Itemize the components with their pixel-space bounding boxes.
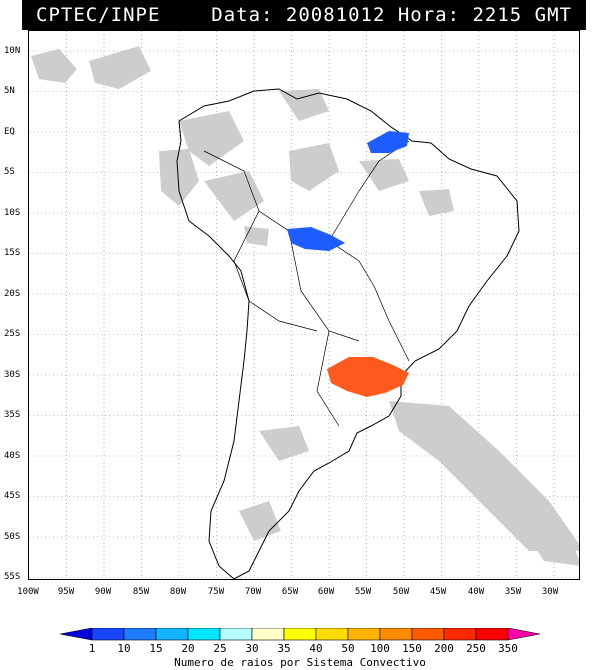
lat-label-15s: 15S [4,248,21,258]
legend-tick-label: 150 [402,642,422,655]
legend-tick-label: 100 [370,642,390,655]
legend-tick-label: 20 [181,642,195,655]
lat-label-55s: 55S [4,572,21,582]
legend-tick-label: 15 [149,642,163,655]
lon-label-95w: 95W [57,587,75,597]
storm-northeast-brazil [367,131,409,153]
legend-tick-label: 30 [245,642,259,655]
legend-swatch [60,628,93,641]
legend-tick-label: 35 [277,642,291,655]
legend-swatch [123,628,157,641]
color-legend: 1 10 15 20 25 30 35 40 50 100 150 200 250 350 Numero … [60,628,540,669]
storm-systems [287,131,409,397]
datetime-label: Data: 20081012 Hora: 2215 GMT [211,4,572,26]
lat-label-eq: EQ [4,127,15,137]
legend-tick-label: 25 [213,642,227,655]
lat-label-25s: 25S [4,329,21,339]
lon-label-55w: 55W [354,587,372,597]
lon-label-80w: 80W [169,587,187,597]
legend-tick-label: 40 [309,642,323,655]
map-panel[interactable] [28,30,580,580]
source-label: CPTEC/INPE [36,4,161,26]
legend-swatch [155,628,189,641]
lon-label-90w: 90W [94,587,112,597]
lat-label-5s: 5S [4,167,15,177]
lon-label-30w: 30W [541,587,559,597]
legend-swatch [187,628,221,641]
lat-label-45s: 45S [4,491,21,501]
lon-label-75w: 75W [207,587,225,597]
legend-tick-label: 1 [88,642,96,655]
lon-label-70w: 70W [244,587,262,597]
legend-tick-label: 200 [434,642,454,655]
legend-swatch [315,628,349,641]
lat-label-10s: 10S [4,208,21,218]
lat-label-20s: 20S [4,289,21,299]
lon-label-50w: 50W [392,587,410,597]
lat-label-35s: 35S [4,410,21,420]
lon-label-85w: 85W [132,587,150,597]
legend-swatch [379,628,413,641]
lon-label-45w: 45W [429,587,447,597]
lat-label-10n: 10N [4,46,21,56]
legend-swatch [507,628,540,641]
legend-swatch [347,628,381,641]
legend-ticks: 1 10 15 20 25 30 35 40 50 100 150 200 250 350 [60,642,540,656]
lat-label-30s: 30S [4,370,21,380]
lon-label-65w: 65W [281,587,299,597]
storm-central-brazil [287,227,345,251]
legend-swatch [443,628,477,641]
legend-title: Numero de raios por Sistema Convectivo [174,656,426,669]
lat-label-5n: 5N [4,86,15,96]
legend-swatch [283,628,317,641]
legend-swatch [411,628,445,641]
legend-swatch [219,628,253,641]
lat-label-50s: 50S [4,532,21,542]
legend-tick-label: 350 [498,642,518,655]
legend-tick-label: 10 [117,642,131,655]
legend-colorbar [60,628,540,641]
cloud-cover [31,46,579,566]
legend-swatch [251,628,285,641]
lon-label-60w: 60W [317,587,335,597]
legend-swatch [475,628,509,641]
lon-label-100w: 100W [17,587,39,597]
legend-tick-label: 50 [341,642,355,655]
legend-tick-label: 250 [466,642,486,655]
lat-label-40s: 40S [4,451,21,461]
coastline [176,88,520,579]
lon-label-35w: 35W [504,587,522,597]
legend-swatch [91,628,125,641]
title-bar: CPTEC/INPE Data: 20081012 Hora: 2215 GMT [22,0,586,30]
lon-label-40w: 40W [467,587,485,597]
storm-southern-brazil-uruguay [327,357,409,397]
map-canvas[interactable] [29,31,579,579]
